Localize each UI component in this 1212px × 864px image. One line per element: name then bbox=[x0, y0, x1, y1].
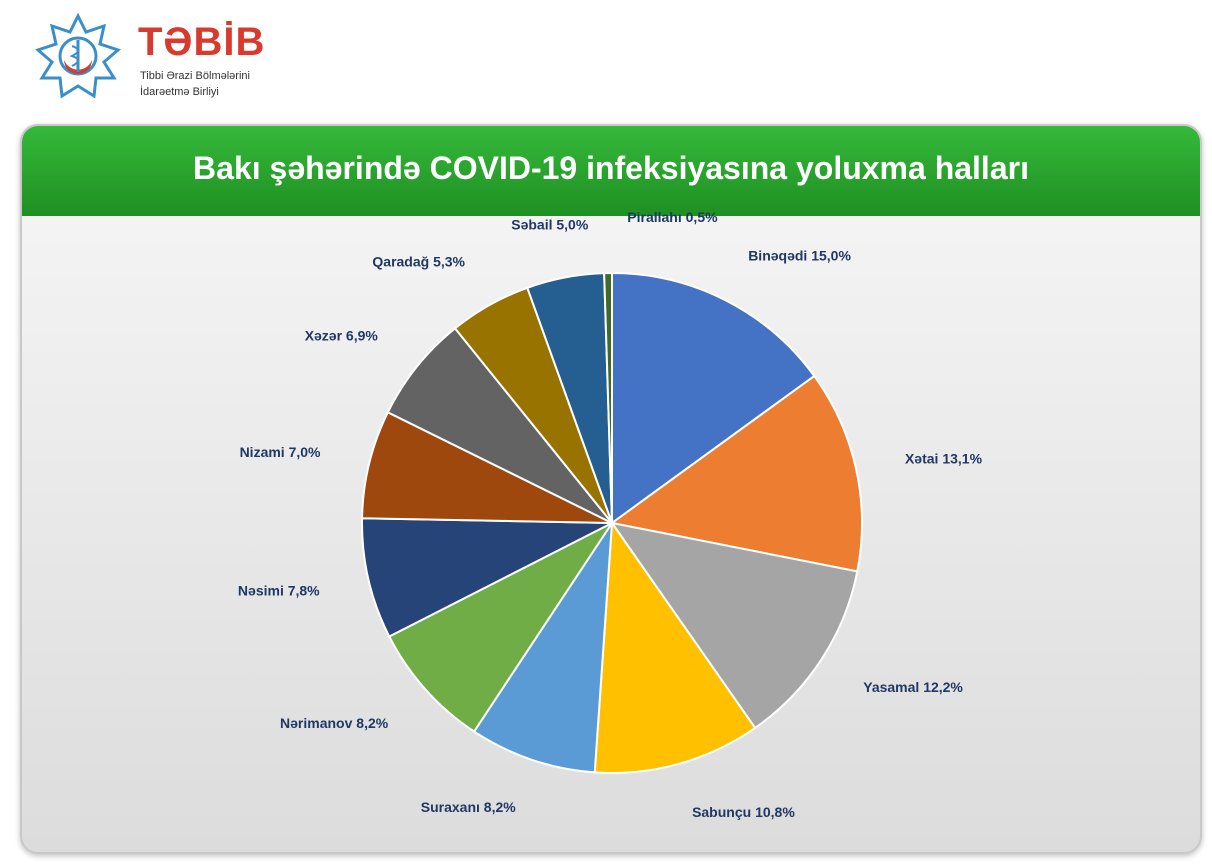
pie-label-7: Nizami 7,0% bbox=[240, 444, 321, 460]
pie-label-8: Xəzər 6,9% bbox=[305, 327, 379, 343]
pie-slice-7 bbox=[361, 410, 613, 524]
pie-label-10: Səbail 5,0% bbox=[511, 216, 589, 232]
logo-subtitle-line2: İdarəetmə Birliyi bbox=[140, 86, 219, 98]
pie-slice-2 bbox=[609, 521, 859, 730]
logo-name: TƏBİB bbox=[138, 20, 266, 64]
pie-slice-0 bbox=[611, 271, 816, 525]
pie-label-9: Qaradağ 5,3% bbox=[372, 253, 465, 269]
pie-label-3: Sabunçu 10,8% bbox=[692, 804, 795, 820]
tabib-logo: TƏBİB Tibbi Ərazi Bölmələrini İdarəetmə … bbox=[28, 10, 288, 110]
chart-title: Bakı şəhərində COVID-19 infeksiyasına yo… bbox=[193, 150, 1029, 186]
chart-panel: Bakı şəhərində COVID-19 infeksiyasına yo… bbox=[20, 124, 1202, 854]
pie-slice-11 bbox=[603, 271, 613, 524]
pie-label-2: Yasamal 12,2% bbox=[863, 679, 963, 695]
pie-slice-8 bbox=[386, 326, 613, 524]
logo-subtitle-line1: Tibbi Ərazi Bölmələrini bbox=[140, 70, 250, 82]
pie-slice-3 bbox=[593, 520, 757, 774]
pie-label-5: Nərimanov 8,2% bbox=[280, 715, 389, 731]
title-banner: Bakı şəhərində COVID-19 infeksiyasına yo… bbox=[22, 126, 1200, 216]
pie-slice-6 bbox=[361, 517, 613, 638]
pie-label-6: Nəsimi 7,8% bbox=[238, 582, 320, 598]
pie-slice-1 bbox=[609, 374, 863, 573]
tabib-emblem-icon bbox=[35, 12, 121, 99]
pie-label-11: Pirallahı 0,5% bbox=[627, 209, 718, 225]
pie-slice-4 bbox=[472, 519, 614, 774]
pie-chart: Binəqədi 15,0% Xətai 13,1% Yasamal 12,2% Sa… bbox=[238, 209, 983, 820]
pie-slice-5 bbox=[387, 520, 615, 733]
pie-label-1: Xətai 13,1% bbox=[905, 450, 983, 466]
pie-label-4: Suraxanı 8,2% bbox=[421, 799, 516, 815]
pie-label-0: Binəqədi 15,0% bbox=[748, 248, 851, 264]
